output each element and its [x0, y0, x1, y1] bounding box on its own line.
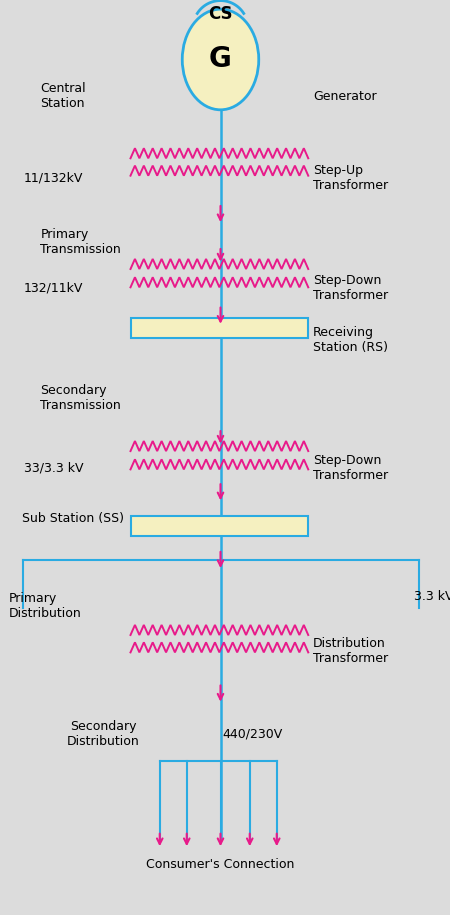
Text: Primary
Distribution: Primary Distribution	[9, 592, 82, 619]
Text: Secondary
Distribution: Secondary Distribution	[67, 720, 140, 748]
Text: Primary
Transmission: Primary Transmission	[40, 229, 121, 256]
Text: Secondary
Transmission: Secondary Transmission	[40, 384, 121, 412]
Text: Sub Station (SS): Sub Station (SS)	[22, 512, 125, 525]
Text: CS: CS	[208, 5, 233, 23]
Text: 33/3.3 kV: 33/3.3 kV	[24, 462, 83, 475]
Text: 11/132kV: 11/132kV	[24, 172, 83, 185]
Bar	[130, 318, 308, 338]
Text: 440/230V: 440/230V	[222, 727, 282, 740]
Bar	[130, 516, 308, 536]
Text: G: G	[209, 46, 232, 73]
Ellipse shape	[182, 9, 259, 110]
Text: Receiving
Station (RS): Receiving Station (RS)	[313, 327, 388, 354]
Text: Step-Down
Transformer: Step-Down Transformer	[313, 274, 388, 302]
Text: Consumer's Connection: Consumer's Connection	[146, 858, 295, 871]
Text: Central
Station: Central Station	[40, 82, 86, 110]
Text: Step-Up
Transformer: Step-Up Transformer	[313, 165, 388, 192]
Text: Step-Down
Transformer: Step-Down Transformer	[313, 455, 388, 482]
Text: Distribution
Transformer: Distribution Transformer	[313, 638, 388, 665]
Text: 3.3 kV: 3.3 kV	[414, 590, 450, 603]
Text: 132/11kV: 132/11kV	[24, 282, 83, 295]
Text: Generator: Generator	[313, 90, 376, 102]
